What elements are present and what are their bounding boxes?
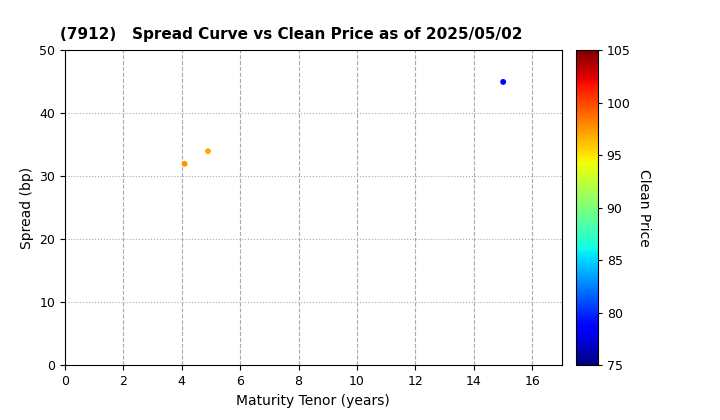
X-axis label: Maturity Tenor (years): Maturity Tenor (years) bbox=[236, 394, 390, 408]
Point bbox=[498, 79, 509, 85]
Point bbox=[202, 148, 214, 155]
Point bbox=[179, 160, 190, 167]
Y-axis label: Spread (bp): Spread (bp) bbox=[19, 167, 34, 249]
Text: (7912)   Spread Curve vs Clean Price as of 2025/05/02: (7912) Spread Curve vs Clean Price as of… bbox=[60, 27, 522, 42]
Y-axis label: Clean Price: Clean Price bbox=[637, 169, 652, 247]
